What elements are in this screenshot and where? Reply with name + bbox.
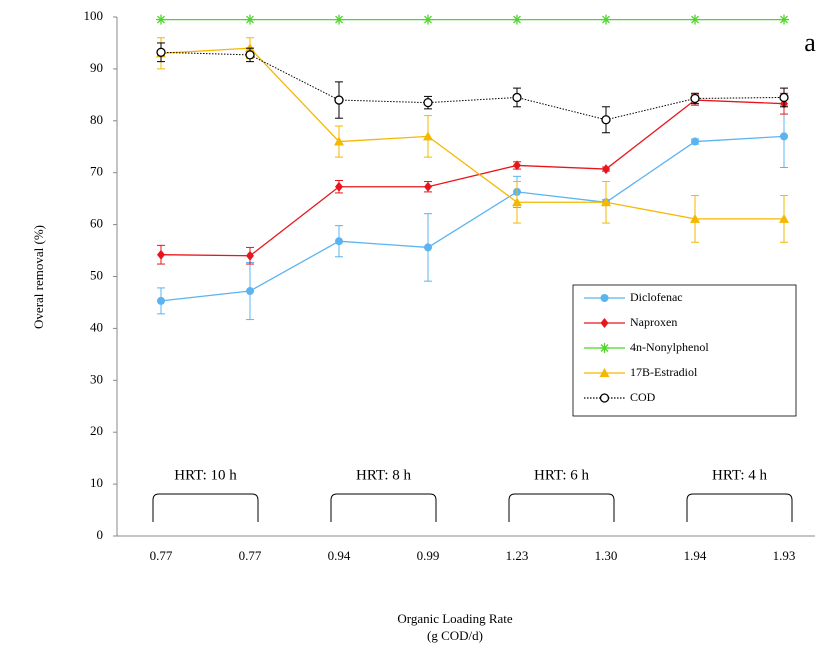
x-tick-label: 0.94 (328, 548, 351, 563)
hrt-label: HRT: 6 h (534, 467, 590, 483)
series-line (160, 51, 785, 121)
marker (779, 14, 789, 25)
marker (423, 97, 433, 108)
series-line (160, 99, 785, 257)
marker (779, 213, 789, 223)
marker (602, 164, 610, 175)
marker (690, 213, 700, 223)
marker (780, 132, 788, 141)
y-tick-label: 50 (90, 267, 103, 282)
x-tick-label: 1.30 (595, 548, 618, 563)
legend-marker (599, 368, 610, 377)
marker (691, 137, 699, 146)
marker (156, 14, 166, 25)
marker-stroke (335, 15, 343, 24)
series-line (160, 135, 785, 302)
marker (512, 92, 522, 103)
marker-stroke (157, 15, 165, 24)
marker (335, 181, 343, 192)
hrt-bracket (686, 493, 793, 522)
y-tick-label: 0 (97, 527, 104, 542)
hrt-bracket (330, 493, 437, 522)
y-tick-label: 90 (90, 60, 103, 75)
marker-stroke (691, 15, 699, 24)
legend-label: 17B-Estradiol (630, 365, 698, 379)
legend-marker (600, 318, 609, 328)
legend-marker (600, 294, 609, 302)
marker (513, 160, 521, 171)
hrt-bracket (152, 493, 259, 522)
y-tick-label: 70 (90, 164, 103, 179)
y-tick-label: 80 (90, 112, 103, 127)
x-tick-label: 1.93 (773, 548, 796, 563)
series-line (160, 47, 784, 220)
legend-label: COD (630, 390, 656, 404)
y-axis-label: Overal removal (%) (31, 225, 46, 329)
marker (512, 14, 522, 25)
marker-stroke (246, 15, 254, 24)
y-tick-label: 30 (90, 371, 103, 386)
marker (157, 296, 165, 305)
marker (601, 197, 611, 207)
legend-marker (599, 343, 610, 353)
marker (334, 95, 344, 105)
x-axis-label: Organic Loading Rate (397, 611, 513, 626)
y-tick-label: 10 (90, 475, 103, 490)
marker (334, 14, 344, 25)
marker (246, 250, 254, 261)
x-tick-label: 0.99 (417, 548, 440, 563)
marker (335, 237, 343, 246)
marker-stroke (424, 15, 432, 24)
x-tick-label: 1.23 (506, 548, 529, 563)
legend-label: Naproxen (630, 315, 677, 329)
y-tick-label: 60 (90, 216, 103, 231)
marker (779, 92, 789, 103)
marker (690, 93, 700, 104)
marker (424, 243, 432, 252)
legend-marker (599, 393, 610, 403)
hrt-label: HRT: 10 h (174, 467, 237, 483)
marker (512, 197, 522, 207)
panel-label: a (804, 28, 816, 57)
legend-box (572, 284, 797, 417)
x-tick-label: 1.94 (684, 548, 707, 563)
legend-label: Diclofenac (630, 290, 683, 304)
marker-stroke (602, 15, 610, 24)
hrt-label: HRT: 4 h (712, 467, 768, 483)
marker (690, 14, 700, 25)
x-axis-label: (g COD/d) (427, 628, 483, 643)
legend-label: 4n-Nonylphenol (630, 340, 709, 354)
marker-stroke (780, 15, 788, 24)
marker (157, 249, 165, 260)
marker (601, 115, 611, 125)
marker (245, 50, 255, 60)
hrt-label: HRT: 8 h (356, 467, 412, 483)
marker-stroke (600, 344, 609, 352)
marker (245, 14, 255, 25)
marker-stroke (513, 15, 521, 24)
marker (156, 47, 166, 57)
y-tick-label: 100 (84, 8, 104, 23)
y-tick-label: 20 (90, 423, 103, 438)
marker (601, 14, 611, 25)
marker (424, 181, 432, 192)
marker (423, 131, 433, 141)
y-tick-label: 40 (90, 319, 103, 334)
x-tick-label: 0.77 (150, 548, 173, 563)
marker (246, 287, 254, 296)
marker (334, 136, 344, 146)
hrt-bracket (508, 493, 615, 522)
marker (423, 14, 433, 25)
x-tick-label: 0.77 (239, 548, 262, 563)
